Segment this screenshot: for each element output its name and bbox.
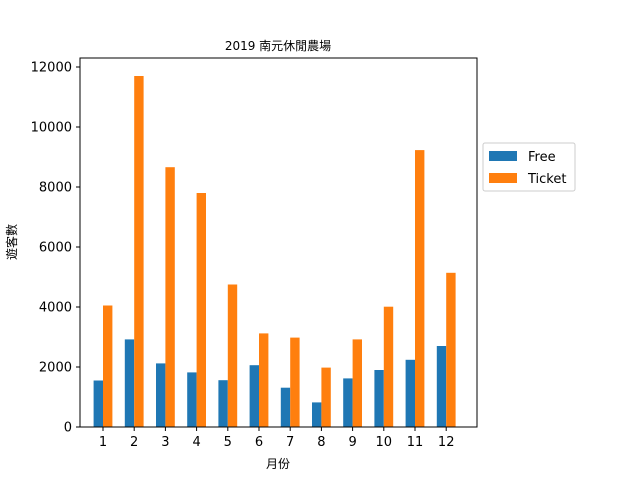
bar-ticket-5 bbox=[227, 284, 238, 427]
bar-free-2 bbox=[124, 339, 135, 427]
y-tick-label: 2000 bbox=[39, 361, 72, 376]
x-tick-label: 1 bbox=[99, 435, 107, 450]
bar-free-11 bbox=[405, 359, 415, 427]
y-axis-ticks: 0 2000 4000 6000 8000 10000 12000 bbox=[31, 61, 80, 436]
legend-swatch-free bbox=[489, 151, 517, 161]
x-tick-label: 3 bbox=[161, 435, 169, 450]
bar-ticket-7 bbox=[290, 337, 300, 427]
y-tick-label: 0 bbox=[64, 421, 72, 436]
y-tick-label: 6000 bbox=[39, 241, 72, 256]
bar-free-1 bbox=[93, 380, 103, 427]
legend-label-ticket: Ticket bbox=[527, 172, 566, 187]
y-axis-label: 遊客數 bbox=[4, 224, 19, 260]
x-tick-label: 5 bbox=[224, 435, 232, 450]
y-tick-label: 10000 bbox=[31, 121, 72, 136]
legend-label-free: Free bbox=[528, 150, 556, 165]
bar-ticket-3 bbox=[165, 167, 175, 427]
bars-group bbox=[93, 76, 456, 427]
bar-ticket-9 bbox=[352, 339, 362, 427]
x-tick-label: 12 bbox=[438, 435, 455, 450]
x-tick-label: 10 bbox=[376, 435, 393, 450]
bar-free-12 bbox=[436, 346, 447, 427]
bar-free-4 bbox=[187, 372, 197, 427]
bar-free-3 bbox=[156, 363, 166, 427]
x-tick-label: 9 bbox=[348, 435, 356, 450]
bar-ticket-12 bbox=[446, 272, 456, 427]
y-tick-label: 12000 bbox=[31, 61, 72, 76]
bar-free-8 bbox=[312, 402, 322, 427]
x-tick-label: 2 bbox=[130, 435, 138, 450]
bar-ticket-2 bbox=[134, 76, 144, 427]
x-tick-label: 4 bbox=[192, 435, 200, 450]
y-tick-label: 8000 bbox=[39, 181, 72, 196]
bar-free-5 bbox=[218, 380, 228, 427]
x-tick-label: 11 bbox=[407, 435, 424, 450]
bar-ticket-8 bbox=[321, 367, 331, 427]
x-tick-label: 6 bbox=[255, 435, 263, 450]
x-axis-ticks: 1 2 3 4 5 6 7 8 9 10 11 12 bbox=[99, 427, 455, 450]
y-tick-label: 4000 bbox=[39, 301, 72, 316]
x-tick-label: 8 bbox=[317, 435, 325, 450]
bar-ticket-10 bbox=[383, 306, 394, 427]
bar-free-10 bbox=[374, 370, 384, 427]
chart-title: 2019 南元休閒農場 bbox=[225, 38, 331, 53]
bar-ticket-6 bbox=[259, 333, 269, 427]
bar-ticket-4 bbox=[196, 193, 206, 427]
bar-ticket-11 bbox=[415, 150, 425, 427]
bar-free-6 bbox=[249, 365, 259, 427]
legend-items: Free Ticket bbox=[489, 150, 566, 187]
bar-free-9 bbox=[343, 378, 353, 427]
bar-free-7 bbox=[280, 387, 291, 427]
axes-frame bbox=[79, 57, 478, 428]
x-tick-label: 7 bbox=[286, 435, 294, 450]
legend: Free Ticket bbox=[482, 142, 576, 192]
legend-swatch-ticket bbox=[489, 173, 517, 183]
x-axis-label: 月份 bbox=[266, 457, 290, 471]
bar-ticket-1 bbox=[103, 305, 113, 427]
